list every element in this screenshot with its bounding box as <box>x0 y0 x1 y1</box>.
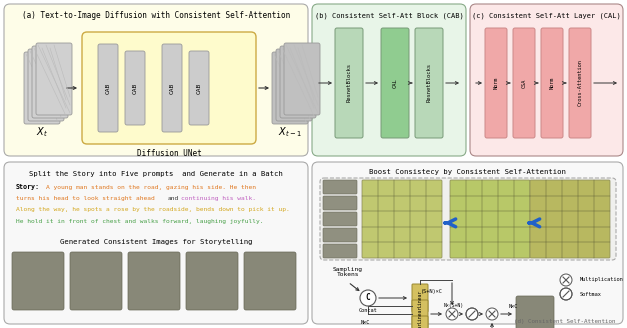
FancyBboxPatch shape <box>323 180 357 194</box>
Text: CAB: CAB <box>196 82 201 93</box>
FancyBboxPatch shape <box>412 284 428 312</box>
Text: N×C: N×C <box>361 320 370 325</box>
FancyBboxPatch shape <box>323 196 357 210</box>
FancyBboxPatch shape <box>381 28 409 138</box>
FancyBboxPatch shape <box>244 252 296 310</box>
FancyBboxPatch shape <box>470 4 623 156</box>
Text: Story:: Story: <box>16 184 40 190</box>
Circle shape <box>486 308 498 320</box>
FancyBboxPatch shape <box>4 4 308 156</box>
Text: Linear: Linear <box>418 321 423 328</box>
Circle shape <box>466 308 478 320</box>
Text: (d) Consistent Self-Attention: (d) Consistent Self-Attention <box>514 319 615 324</box>
Text: continuing his walk.: continuing his walk. <box>181 196 256 201</box>
Text: ResnetBlocks: ResnetBlocks <box>426 64 431 102</box>
Text: and: and <box>168 196 179 201</box>
Text: (c) Consistent Self-Att Layer (CAL): (c) Consistent Self-Att Layer (CAL) <box>472 13 620 19</box>
Text: N×C: N×C <box>508 304 518 310</box>
Text: Norm: Norm <box>493 77 498 89</box>
FancyBboxPatch shape <box>24 52 60 124</box>
Text: (a) Text-to-Image Diffusion with Consistent Self-Attention: (a) Text-to-Image Diffusion with Consist… <box>22 11 290 20</box>
Text: (S+N)×C: (S+N)×C <box>421 290 443 295</box>
FancyBboxPatch shape <box>32 46 68 118</box>
FancyBboxPatch shape <box>98 44 118 132</box>
FancyBboxPatch shape <box>323 212 357 226</box>
FancyBboxPatch shape <box>335 28 363 138</box>
FancyBboxPatch shape <box>128 252 180 310</box>
Text: Multiplication: Multiplication <box>580 277 624 282</box>
FancyBboxPatch shape <box>186 252 238 310</box>
FancyBboxPatch shape <box>4 162 308 324</box>
FancyBboxPatch shape <box>276 49 312 121</box>
FancyBboxPatch shape <box>569 28 591 138</box>
Text: He hold it in front of chest and walks forward, laughing joyfully.: He hold it in front of chest and walks f… <box>16 219 263 224</box>
Text: CAL: CAL <box>393 78 398 88</box>
Circle shape <box>360 290 376 306</box>
FancyBboxPatch shape <box>412 316 428 328</box>
FancyBboxPatch shape <box>70 252 122 310</box>
Text: Softmax: Softmax <box>580 292 602 297</box>
FancyBboxPatch shape <box>530 180 610 258</box>
FancyBboxPatch shape <box>450 180 530 258</box>
FancyBboxPatch shape <box>312 4 466 156</box>
Text: (b) Consistent Self-Att Block (CAB): (b) Consistent Self-Att Block (CAB) <box>315 13 463 19</box>
FancyBboxPatch shape <box>82 32 256 144</box>
Circle shape <box>560 288 572 300</box>
Text: Linear: Linear <box>418 305 423 323</box>
FancyBboxPatch shape <box>541 28 563 138</box>
Circle shape <box>446 308 458 320</box>
FancyBboxPatch shape <box>485 28 507 138</box>
Text: CAB: CAB <box>105 82 110 93</box>
Text: $X_{t-1}$: $X_{t-1}$ <box>278 125 302 139</box>
FancyBboxPatch shape <box>312 162 623 324</box>
Text: Linear: Linear <box>418 289 423 307</box>
FancyBboxPatch shape <box>320 178 616 260</box>
Text: Boost Consistecy by Consistent Self-Attention: Boost Consistecy by Consistent Self-Atte… <box>369 169 566 175</box>
FancyBboxPatch shape <box>12 252 64 310</box>
FancyBboxPatch shape <box>125 51 145 125</box>
FancyBboxPatch shape <box>412 300 428 328</box>
Text: turns his head to look straight ahead: turns his head to look straight ahead <box>16 196 155 201</box>
FancyBboxPatch shape <box>162 44 182 132</box>
Text: Split the Story into Five prompts  and Generate in a Batch: Split the Story into Five prompts and Ge… <box>29 171 283 177</box>
Text: Concat: Concat <box>359 309 377 314</box>
FancyBboxPatch shape <box>284 43 320 115</box>
Text: Cross-Attention: Cross-Attention <box>577 60 582 107</box>
Text: Sampling
Tokens: Sampling Tokens <box>333 267 363 277</box>
FancyBboxPatch shape <box>272 52 308 124</box>
Text: CAB: CAB <box>169 82 174 93</box>
FancyBboxPatch shape <box>513 28 535 138</box>
FancyBboxPatch shape <box>415 28 443 138</box>
Text: CSA: CSA <box>522 78 527 88</box>
Text: Along the way, he spots a rose by the roadside, bends down to pick it up.: Along the way, he spots a rose by the ro… <box>16 208 290 213</box>
Text: A young man stands on the road, gazing his side. He then: A young man stands on the road, gazing h… <box>46 184 256 190</box>
FancyBboxPatch shape <box>362 180 442 258</box>
FancyBboxPatch shape <box>323 244 357 258</box>
FancyBboxPatch shape <box>323 228 357 242</box>
Text: $X_t$: $X_t$ <box>36 125 48 139</box>
Text: N×(S+N): N×(S+N) <box>444 303 464 309</box>
FancyBboxPatch shape <box>36 43 72 115</box>
Text: Diffusion UNet: Diffusion UNet <box>137 150 201 158</box>
FancyBboxPatch shape <box>516 296 554 328</box>
FancyBboxPatch shape <box>280 46 316 118</box>
FancyBboxPatch shape <box>28 49 64 121</box>
Text: Norm: Norm <box>549 77 554 89</box>
FancyBboxPatch shape <box>189 51 209 125</box>
Circle shape <box>560 274 572 286</box>
Text: Generated Consistent Images for Storytelling: Generated Consistent Images for Storytel… <box>60 239 252 245</box>
Text: C: C <box>366 294 371 302</box>
Text: ResnetBlocks: ResnetBlocks <box>347 64 352 102</box>
Text: CAB: CAB <box>132 82 137 93</box>
